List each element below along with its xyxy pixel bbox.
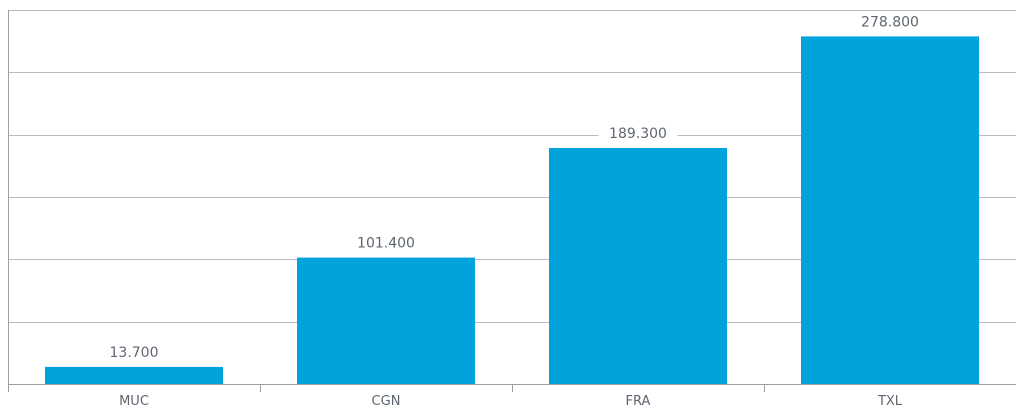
category-label-cgn: CGN [372, 394, 401, 409]
data-label-background [598, 123, 678, 144]
bars [45, 36, 979, 385]
data-label-cgn: 101.400 [357, 236, 415, 252]
bar-txl [801, 36, 979, 385]
bar-cgn [297, 257, 475, 384]
data-label-background [346, 232, 426, 253]
category-label-muc: MUC [119, 394, 149, 409]
bar-fra [549, 148, 727, 384]
category-label-txl: TXL [877, 394, 903, 409]
data-labels: 13.700 101.400 189.300 278.800 [99, 11, 930, 362]
bar-muc [45, 366, 223, 384]
data-label-fra: 189.300 [609, 126, 667, 142]
data-label-background [850, 11, 930, 32]
data-label-muc: 13.700 [110, 345, 159, 361]
category-label-fra: FRA [626, 394, 651, 409]
category-labels: MUC CGN FRA TXL [119, 394, 903, 409]
data-label-txl: 278.800 [861, 14, 919, 30]
data-label-background [99, 341, 169, 362]
x-axis [8, 10, 1016, 392]
